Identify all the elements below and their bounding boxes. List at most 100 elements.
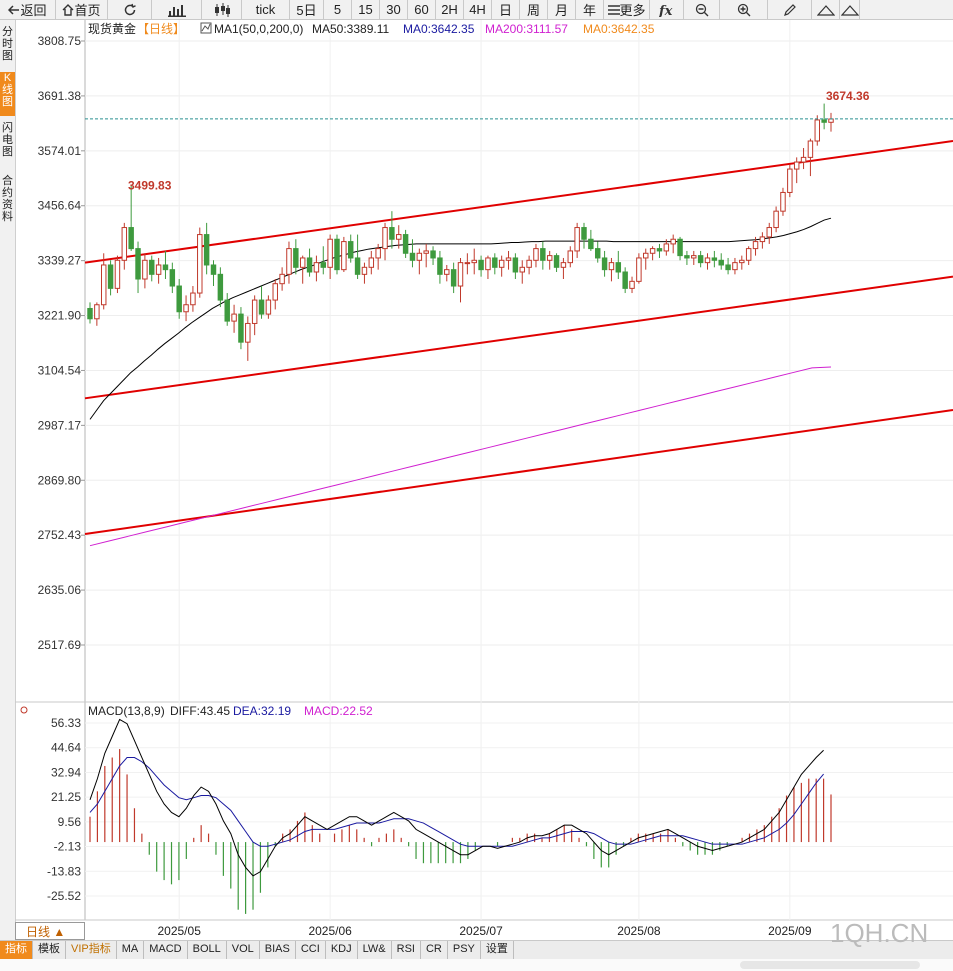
candle [615, 250, 622, 280]
indicator-tab-12[interactable]: CR [421, 941, 448, 959]
candle-body [807, 140, 814, 158]
toolbar-btn-15[interactable]: 月 [548, 0, 576, 19]
period-selector[interactable]: 日线 ▲ [15, 922, 85, 940]
candle-body [382, 227, 388, 250]
indicator-tab-9[interactable]: KDJ [326, 941, 358, 959]
candle-body [780, 191, 786, 212]
candle [162, 250, 169, 280]
indicator-tab-5[interactable]: BOLL [188, 941, 227, 959]
candle-body [450, 269, 457, 287]
side-tab-3[interactable]: 合约资料 [2, 175, 13, 223]
indicator-tab-7[interactable]: BIAS [260, 941, 296, 959]
candle [704, 253, 711, 270]
candle-body [128, 227, 134, 250]
toolbar-refresh-button[interactable] [108, 0, 152, 19]
toolbar-btn-7[interactable]: 5 [324, 0, 352, 19]
candle-body [745, 248, 752, 261]
toolbar-btn-13[interactable]: 日 [492, 0, 520, 19]
candle-body [149, 259, 155, 275]
toolbar-zoom-out-button[interactable] [684, 0, 720, 19]
candle [567, 246, 574, 268]
price-chart[interactable]: 3808.75 3691.38 3574.01 3456.64 3339.27 3221.… [0, 20, 953, 940]
toolbar-btn-8[interactable]: 15 [352, 0, 380, 19]
toolbar-zoom-in-button[interactable] [720, 0, 768, 19]
toolbar-candlestick-button[interactable] [202, 0, 242, 19]
price-tick-label: 2752.43 [38, 528, 82, 542]
home-icon [62, 3, 74, 16]
candle [190, 286, 196, 312]
ma-settings-icon [200, 22, 212, 34]
toolbar-btn-5[interactable]: tick [242, 0, 290, 19]
horizontal-scrollbar[interactable] [0, 959, 953, 971]
toolbar-label: 日 [498, 3, 512, 18]
channel-line [84, 409, 953, 535]
candle [725, 257, 731, 275]
candle [217, 267, 224, 308]
zoom-in-icon [737, 3, 751, 17]
candle-body [251, 299, 258, 324]
indicator-tab-14[interactable]: 设置 [481, 941, 514, 959]
price-legend: 现货黄金 【日线】 MA1(50,0,200,0) MA50:3389.11 MA0:3… [88, 21, 655, 36]
toolbar-btn-10[interactable]: 60 [408, 0, 436, 19]
candle [155, 257, 162, 284]
candle [622, 267, 628, 294]
indicator-tab-4[interactable]: MACD [144, 941, 188, 959]
side-tab-1[interactable]: K线图 [0, 72, 15, 116]
price-tick-label: 3221.90 [38, 309, 82, 323]
side-tab-2[interactable]: 闪电图 [2, 122, 13, 158]
candle-body [697, 255, 704, 264]
candle [203, 222, 210, 275]
indicator-tab-6[interactable]: VOL [227, 941, 260, 959]
toolbar-btn-16[interactable]: 年 [576, 0, 604, 19]
candle [169, 262, 176, 294]
toolbar-draw-pen-button[interactable] [768, 0, 812, 19]
candle-body [375, 248, 381, 259]
candle [341, 236, 347, 272]
candle-body [396, 234, 402, 240]
candle [821, 103, 827, 130]
side-tab-0[interactable]: 分时图 [2, 26, 13, 62]
candlestick-icon [213, 2, 231, 17]
toolbar-btn-0[interactable]: 返回 [0, 0, 56, 19]
toolbar-btn-17[interactable]: 更多 [604, 0, 650, 19]
toolbar-label: 5日 [296, 3, 317, 18]
candle-body [94, 304, 100, 320]
toolbar-label: 60 [414, 2, 429, 17]
toolbar-btn-12[interactable]: 4H [464, 0, 492, 19]
indicator-tab-3[interactable]: MA [117, 941, 145, 959]
macd-tick-label: 9.56 [58, 815, 82, 829]
indicator-tab-11[interactable]: RSI [392, 941, 421, 959]
toolbar-triangle-button[interactable] [812, 0, 840, 19]
indicator-tab-1[interactable]: 模板 [33, 941, 66, 959]
toolbar-fx-button[interactable]: fx [650, 0, 684, 19]
toolbar-btn-14[interactable]: 周 [520, 0, 548, 19]
toolbar-bar-chart-button[interactable] [152, 0, 202, 19]
toolbar-btn-9[interactable]: 30 [380, 0, 408, 19]
toolbar-btn-1[interactable]: 首页 [56, 0, 108, 19]
scrollbar-thumb[interactable] [740, 961, 920, 969]
candle-body [245, 322, 251, 343]
candle [409, 239, 416, 268]
candle-body [114, 259, 121, 289]
candle [526, 255, 532, 275]
zoom-out-icon [695, 3, 709, 17]
indicator-tab-0[interactable]: 指标 [0, 941, 33, 959]
candle-body [354, 257, 361, 275]
candle [492, 253, 498, 275]
candle-body [512, 257, 519, 273]
toolbar-triangle-button[interactable] [840, 0, 860, 19]
indicator-tab-10[interactable]: LW& [358, 941, 392, 959]
candle [601, 250, 608, 277]
price-tick-label: 3339.27 [38, 254, 82, 268]
macd-tick-label: -25.52 [47, 889, 81, 903]
indicator-tab-8[interactable]: CCI [296, 941, 326, 959]
candle-body [656, 248, 663, 252]
candle-body [217, 273, 224, 301]
toolbar-btn-11[interactable]: 2H [436, 0, 464, 19]
indicator-tab-2[interactable]: VIP指标 [66, 941, 117, 959]
candle [416, 248, 423, 275]
candle [396, 225, 402, 249]
candle-body [183, 304, 189, 313]
toolbar-btn-6[interactable]: 5日 [290, 0, 324, 19]
indicator-tab-13[interactable]: PSY [448, 941, 481, 959]
